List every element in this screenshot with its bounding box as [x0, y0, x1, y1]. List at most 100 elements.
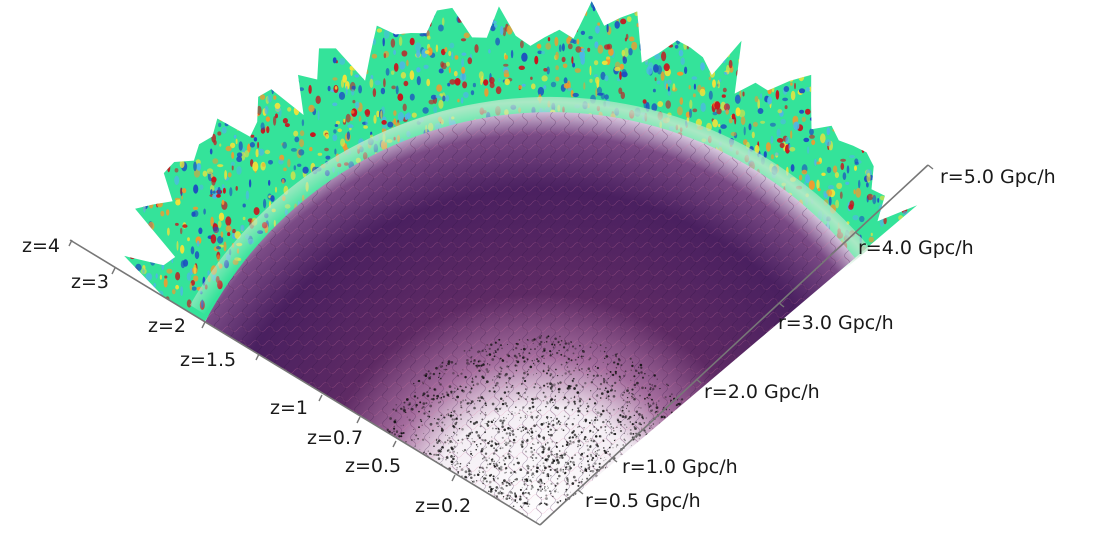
halo-point [555, 422, 559, 425]
halo-point [503, 417, 505, 419]
map-fluctuation [342, 42, 349, 52]
halo-point [464, 375, 467, 379]
map-fluctuation [923, 171, 929, 177]
halo-point [408, 418, 411, 422]
halo-point [545, 422, 547, 424]
map-fluctuation [575, 46, 582, 53]
map-fluctuation [882, 187, 888, 193]
halo-point [454, 399, 457, 401]
halo-point [566, 366, 569, 368]
halo-point [533, 338, 536, 341]
halo-point [602, 420, 605, 424]
halo-point [400, 407, 403, 410]
halo-point [526, 503, 529, 505]
map-fluctuation [141, 244, 147, 249]
map-fluctuation [380, 87, 386, 95]
map-fluctuation [537, 50, 543, 55]
map-fluctuation [699, 88, 706, 97]
halo-point [647, 403, 650, 406]
halo-point [502, 447, 504, 449]
halo-point [540, 335, 542, 337]
halo-point [446, 368, 448, 371]
halo-point [509, 434, 511, 437]
halo-point [496, 467, 498, 469]
halo-point [524, 416, 527, 418]
map-fluctuation [211, 176, 217, 183]
halo-point [426, 394, 430, 398]
halo-point [578, 369, 580, 371]
map-fluctuation [337, 33, 342, 38]
halo-point [581, 463, 583, 465]
halo-point [426, 391, 429, 394]
halo-point [579, 457, 582, 461]
halo-point [527, 467, 530, 470]
map-fluctuation [128, 242, 133, 246]
halo-point [395, 403, 398, 406]
halo-point [552, 420, 555, 422]
halo-point [468, 437, 470, 439]
halo-point [490, 444, 493, 448]
map-fluctuation [545, 42, 552, 50]
halo-point [486, 363, 489, 365]
halo-point [543, 483, 546, 485]
halo-point [471, 481, 474, 483]
map-fluctuation [196, 240, 200, 247]
halo-point [494, 442, 497, 444]
halo-point [506, 395, 508, 397]
map-fluctuation [460, 72, 467, 82]
halo-point [499, 357, 502, 360]
halo-point [414, 385, 416, 387]
halo-point [470, 402, 472, 405]
map-fluctuation [266, 126, 270, 134]
map-fluctuation [354, 38, 360, 45]
halo-point [513, 463, 515, 466]
map-fluctuation [662, 6, 668, 14]
halo-point [492, 387, 495, 389]
halo-point [402, 405, 405, 408]
map-fluctuation [240, 224, 245, 232]
map-fluctuation [776, 72, 781, 77]
map-fluctuation [402, 103, 407, 112]
halo-point [652, 409, 654, 411]
halo-point [530, 446, 533, 450]
halo-point [494, 341, 497, 344]
map-fluctuation [186, 299, 192, 308]
map-fluctuation [198, 227, 203, 235]
halo-point [528, 352, 531, 354]
map-fluctuation [708, 27, 715, 35]
map-fluctuation [626, 16, 632, 22]
halo-point [562, 471, 564, 473]
halo-point [446, 414, 448, 416]
halo-point [471, 438, 473, 440]
map-fluctuation [216, 254, 221, 262]
halo-point [560, 421, 562, 423]
map-fluctuation [863, 110, 871, 121]
halo-point [529, 348, 532, 351]
halo-point [595, 394, 599, 398]
map-fluctuation [601, 60, 608, 65]
halo-point [581, 357, 583, 359]
map-fluctuation [111, 228, 113, 236]
halo-point [597, 429, 600, 432]
halo-point [540, 496, 542, 498]
halo-point [404, 411, 407, 414]
halo-point [578, 433, 580, 435]
map-fluctuation [798, 88, 806, 94]
map-fluctuation [887, 137, 894, 145]
halo-point [534, 397, 536, 399]
map-fluctuation [232, 228, 236, 234]
map-fluctuation [588, 35, 593, 40]
halo-point [488, 364, 491, 366]
map-fluctuation [641, 15, 645, 23]
label-z0-2: z=0.2 [415, 495, 471, 517]
map-fluctuation [714, 30, 720, 35]
halo-point [527, 491, 530, 495]
halo-point [513, 401, 514, 403]
halo-point [524, 491, 527, 494]
halo-point [482, 363, 485, 366]
halo-point [494, 350, 496, 352]
map-fluctuation [874, 160, 880, 169]
halo-point [488, 370, 490, 372]
map-fluctuation [194, 251, 200, 260]
map-fluctuation [124, 212, 126, 220]
